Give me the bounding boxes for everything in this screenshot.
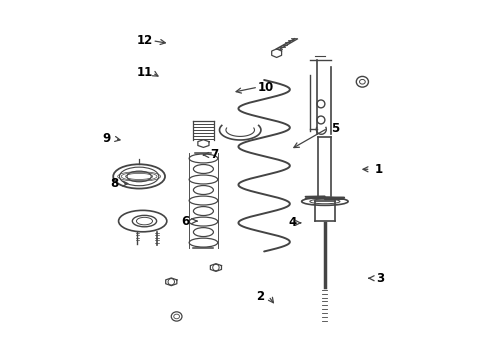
- Text: 11: 11: [136, 66, 152, 79]
- Text: 8: 8: [110, 177, 118, 190]
- Text: 7: 7: [210, 148, 218, 162]
- Text: 1: 1: [374, 163, 382, 176]
- Text: 5: 5: [331, 122, 339, 135]
- Text: 2: 2: [256, 289, 264, 303]
- Text: 4: 4: [288, 216, 296, 229]
- Text: 12: 12: [136, 34, 152, 47]
- Text: 10: 10: [257, 81, 273, 94]
- Text: 6: 6: [181, 215, 189, 228]
- Text: 9: 9: [102, 132, 111, 145]
- Text: 3: 3: [375, 272, 384, 285]
